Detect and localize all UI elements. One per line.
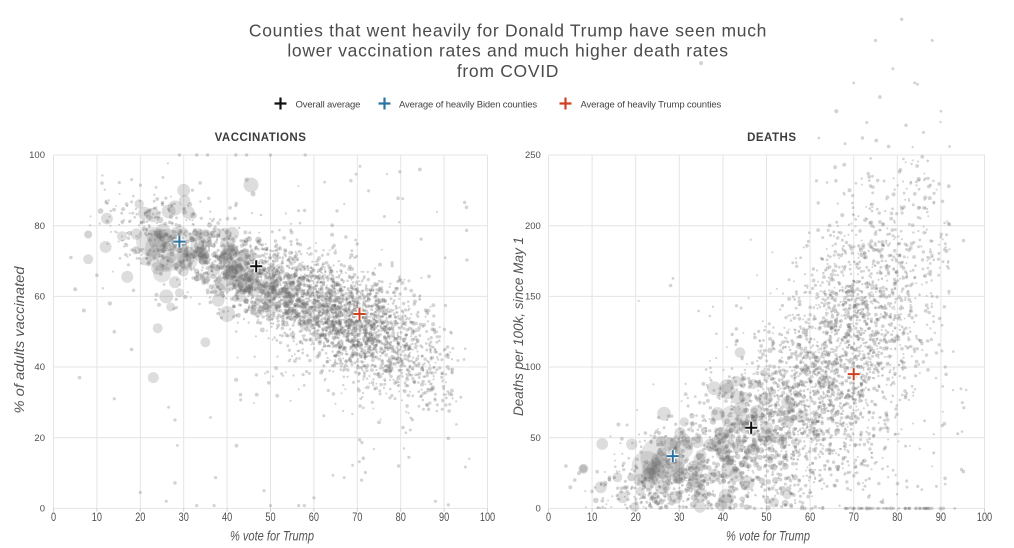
svg-text:150: 150 <box>525 292 541 303</box>
svg-text:Average of heavily Trump count: Average of heavily Trump counties <box>581 100 722 111</box>
svg-text:0: 0 <box>546 512 551 524</box>
svg-text:20: 20 <box>135 512 145 524</box>
svg-text:from COVID: from COVID <box>457 61 559 81</box>
svg-text:VACCINATIONS: VACCINATIONS <box>215 132 307 144</box>
svg-text:30: 30 <box>674 512 684 524</box>
svg-text:80: 80 <box>34 221 45 232</box>
svg-text:Counties that went heavily for: Counties that went heavily for Donald Tr… <box>249 21 767 41</box>
svg-text:40: 40 <box>222 512 232 524</box>
svg-text:% vote for Trump: % vote for Trump <box>726 528 810 544</box>
svg-text:20: 20 <box>34 433 45 444</box>
svg-text:100: 100 <box>480 512 495 524</box>
svg-text:40: 40 <box>718 512 728 524</box>
svg-text:30: 30 <box>179 512 189 524</box>
svg-text:Deaths per 100k, since May 1: Deaths per 100k, since May 1 <box>510 237 526 416</box>
svg-text:80: 80 <box>396 512 406 524</box>
svg-text:Average of heavily Biden count: Average of heavily Biden counties <box>399 100 537 111</box>
svg-text:80: 80 <box>892 512 902 524</box>
svg-text:60: 60 <box>34 292 45 303</box>
svg-text:10: 10 <box>587 512 597 524</box>
svg-text:0: 0 <box>40 504 45 515</box>
svg-text:100: 100 <box>977 512 992 524</box>
svg-text:% vote for Trump: % vote for Trump <box>230 528 314 544</box>
svg-text:70: 70 <box>849 512 859 524</box>
svg-text:% of adults vaccinated: % of adults vaccinated <box>11 265 27 413</box>
svg-text:Overall average: Overall average <box>296 100 361 111</box>
svg-text:200: 200 <box>525 221 541 232</box>
svg-text:60: 60 <box>805 512 815 524</box>
svg-text:90: 90 <box>439 512 449 524</box>
svg-text:50: 50 <box>265 512 275 524</box>
svg-text:lower vaccination rates and mu: lower vaccination rates and much higher … <box>287 41 728 61</box>
svg-text:0: 0 <box>536 504 541 515</box>
svg-text:90: 90 <box>936 512 946 524</box>
svg-text:250: 250 <box>525 150 541 161</box>
svg-text:20: 20 <box>631 512 641 524</box>
svg-text:60: 60 <box>309 512 319 524</box>
svg-text:70: 70 <box>352 512 362 524</box>
svg-text:50: 50 <box>761 512 771 524</box>
svg-text:10: 10 <box>92 512 102 524</box>
svg-text:50: 50 <box>530 433 541 444</box>
svg-text:DEATHS: DEATHS <box>747 132 796 144</box>
svg-text:100: 100 <box>525 362 541 373</box>
svg-text:100: 100 <box>29 150 45 161</box>
svg-text:0: 0 <box>51 512 56 524</box>
svg-text:40: 40 <box>34 362 45 373</box>
